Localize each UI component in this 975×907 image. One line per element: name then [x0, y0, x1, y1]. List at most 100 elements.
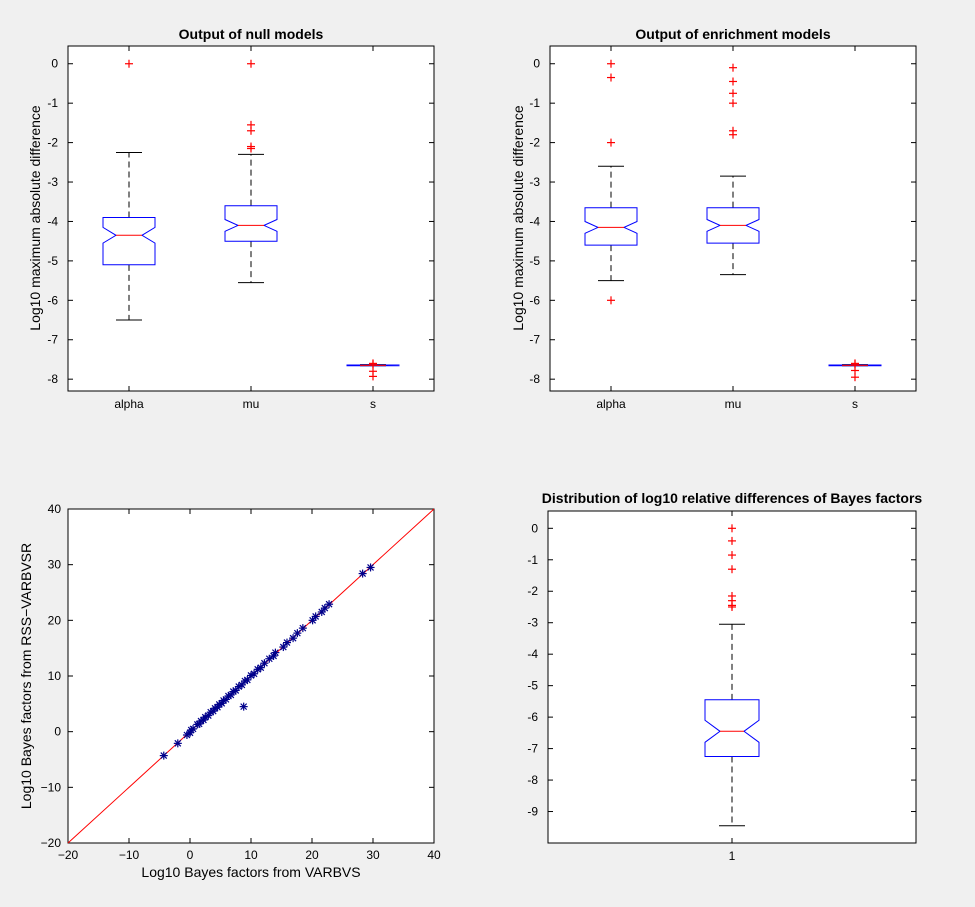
outlier-marker	[607, 73, 615, 82]
outlier-marker	[247, 126, 255, 135]
y-tick-label: -8	[529, 372, 540, 386]
y-tick-label: -7	[527, 742, 538, 756]
y-tick-label: -1	[47, 96, 58, 110]
x-tick-label: mu	[243, 397, 260, 411]
y-axis-label: Log10 Bayes factors from RSS−VARBVSR	[18, 543, 34, 809]
y-tick-label: -4	[527, 647, 538, 661]
outlier-marker	[607, 138, 615, 147]
scatter-point	[282, 638, 291, 647]
y-tick-label: 30	[48, 558, 62, 572]
relative-differences-boxplot: Distribution of log10 relative differenc…	[527, 490, 922, 863]
star-d2	[160, 752, 168, 760]
y-tick-label: -8	[47, 372, 58, 386]
y-tick-label: -3	[529, 175, 540, 189]
x-tick-label: mu	[725, 397, 742, 411]
scatter-point	[189, 724, 198, 733]
y-tick-label: -9	[527, 805, 538, 819]
y-tick-label: -7	[529, 333, 540, 347]
outlier-marker	[607, 59, 615, 68]
notched-box	[224, 205, 278, 242]
notched-box	[828, 364, 882, 367]
star-d2	[240, 703, 248, 711]
x-tick-label: 40	[427, 848, 441, 862]
y-tick-label: -5	[527, 679, 538, 693]
y-tick-label: 40	[48, 502, 62, 516]
outlier-marker	[125, 59, 133, 68]
x-tick-label: alpha	[596, 397, 626, 411]
x-tick-label: alpha	[114, 397, 144, 411]
chart-title: Output of enrichment models	[635, 26, 830, 42]
y-tick-label: -8	[527, 773, 538, 787]
scatter-point	[173, 739, 182, 748]
x-tick-label: 0	[187, 848, 194, 862]
y-tick-label: 10	[48, 669, 62, 683]
notched-box	[584, 207, 638, 246]
axis-ticks: −20 −10 0 10 20 30 40 −20 −10 0 10 20 30 40	[41, 502, 441, 862]
chart-title: Output of null models	[179, 26, 324, 42]
star-d2	[312, 613, 320, 620]
axis-ticks: 0 -1 -2 -3 -4 -5 -6 -7 -8 alpha mu s	[529, 46, 916, 411]
y-tick-label: −20	[41, 836, 62, 850]
y-tick-label: -3	[47, 175, 58, 189]
outlier-marker	[728, 524, 736, 533]
axis-ticks: 0 -1 -2 -3 -4 -5 -6 -7 -8 alpha mu s	[47, 46, 434, 411]
y-tick-label: 0	[533, 57, 540, 71]
x-tick-label: 30	[366, 848, 380, 862]
outlier-marker	[728, 565, 736, 574]
notched-box	[704, 699, 760, 757]
outlier-marker	[728, 536, 736, 545]
plot-area	[549, 45, 917, 392]
notched-box	[346, 364, 400, 367]
outlier-marker	[729, 63, 737, 72]
y-tick-label: -7	[47, 333, 58, 347]
data-marks	[584, 59, 882, 382]
outlier-marker	[851, 373, 859, 382]
scatter-point	[358, 569, 367, 578]
y-tick-label: -4	[47, 214, 58, 228]
y-tick-label: -5	[529, 254, 540, 268]
x-tick-label: −10	[119, 848, 140, 862]
y-tick-label: -5	[47, 254, 58, 268]
outlier-marker	[729, 77, 737, 86]
outlier-marker	[607, 296, 615, 305]
x-tick-label: −20	[58, 848, 79, 862]
star-d2	[359, 570, 367, 577]
plot-area	[67, 45, 435, 392]
notched-box	[706, 207, 760, 244]
scatter-point	[265, 654, 274, 663]
scatter-point	[293, 629, 302, 638]
outlier-marker	[729, 99, 737, 108]
chart-title: Distribution of log10 relative differenc…	[542, 490, 923, 506]
outlier-marker	[369, 372, 377, 381]
notched-box	[102, 217, 156, 266]
y-tick-label: 0	[51, 57, 58, 71]
data-marks	[67, 508, 435, 844]
scatter-point	[159, 751, 168, 760]
y-tick-label: -1	[527, 553, 538, 567]
star-d2	[293, 629, 301, 637]
y-axis-label: Log10 maximum absolute difference	[510, 105, 526, 331]
null-models-boxplot: Output of null models Log10 maximum abso…	[27, 26, 435, 411]
star-d2	[283, 639, 291, 647]
enrichment-models-boxplot: Output of enrichment models Log10 maximu…	[510, 26, 917, 411]
scatter-point	[271, 648, 280, 657]
scatter-point	[298, 624, 307, 633]
scatter-point	[239, 702, 248, 711]
scatter-point	[311, 612, 320, 621]
star-d2	[367, 564, 374, 571]
y-axis-label: Log10 maximum absolute difference	[27, 105, 43, 331]
outlier-marker	[728, 551, 736, 560]
y-tick-label: 20	[48, 613, 62, 627]
x-tick-label: 10	[244, 848, 258, 862]
y-tick-label: -4	[529, 214, 540, 228]
scatter-point	[366, 563, 375, 572]
x-tick-label: 20	[305, 848, 319, 862]
outlier-marker	[728, 602, 736, 611]
data-marks	[704, 524, 760, 827]
outlier-marker	[369, 360, 377, 369]
star-d2	[265, 655, 273, 663]
star-d2	[271, 649, 279, 657]
y-tick-label: -6	[47, 293, 58, 307]
star-d2	[325, 600, 333, 608]
